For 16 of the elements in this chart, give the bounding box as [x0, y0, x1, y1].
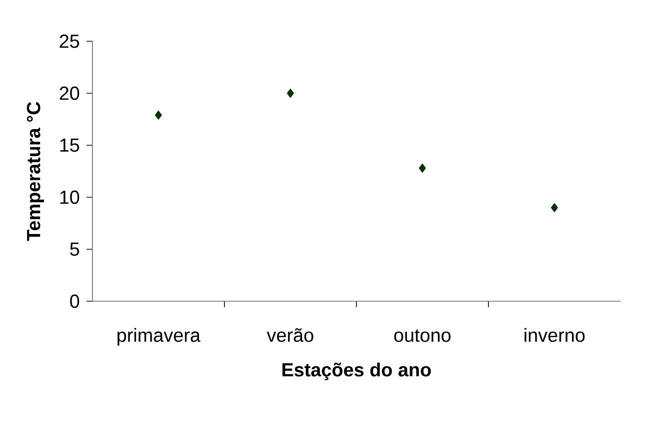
x-axis-title: Estações do ano	[282, 362, 431, 380]
x-tick-label: verão	[266, 328, 314, 342]
point	[286, 88, 294, 98]
y-tick-label: 20	[60, 86, 80, 100]
x-tick-label: inverno	[524, 328, 585, 342]
x-tick-label: outono	[394, 330, 451, 342]
y-tick-label: 10	[60, 190, 80, 204]
point	[154, 110, 162, 120]
y-tick-label: 5	[70, 242, 80, 256]
y-tick-label: 25	[60, 34, 80, 48]
point	[418, 163, 426, 173]
y-tick-label: 15	[60, 138, 80, 152]
y-axis-title: Temperatura °C	[26, 102, 44, 241]
point	[550, 202, 558, 212]
x-tick-label: primavera	[118, 328, 200, 346]
y-tick-label: 0	[70, 294, 80, 308]
